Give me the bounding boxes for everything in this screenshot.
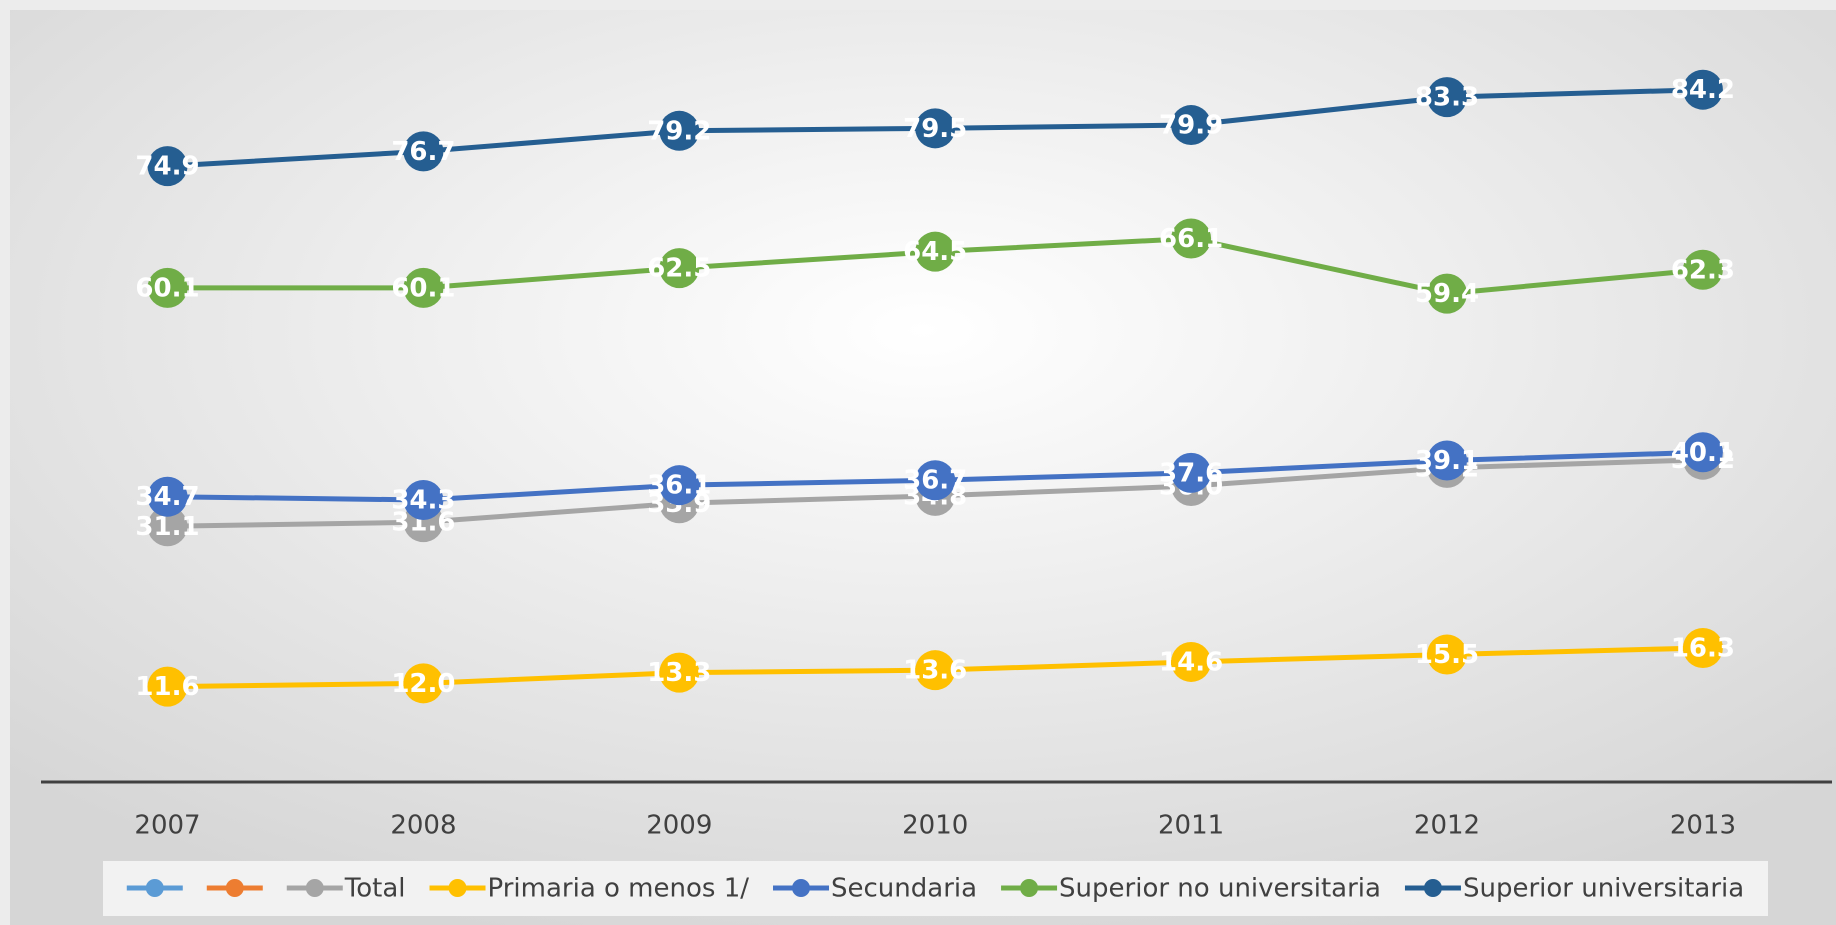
legend-box [103, 861, 1768, 916]
legend-marker [305, 879, 324, 897]
legend-marker [1020, 879, 1039, 897]
point-marker [1682, 432, 1723, 473]
point-marker [659, 652, 700, 693]
point-marker [659, 248, 700, 289]
data-label: 64.5 [903, 237, 967, 267]
point-marker [659, 110, 700, 151]
data-label: 62.3 [1671, 255, 1735, 285]
data-label: 31.1 [135, 512, 199, 542]
legend-label: Superior universitaria [1463, 874, 1744, 904]
point-marker [147, 476, 188, 517]
data-label: 59.4 [1415, 279, 1479, 309]
x-tick-label: 2007 [134, 811, 200, 841]
data-label: 62.5 [647, 254, 711, 284]
data-label: 66.1 [1159, 224, 1223, 254]
point-marker [1682, 249, 1723, 290]
point-marker [403, 267, 444, 308]
point-marker [1171, 105, 1212, 146]
legend-marker [145, 879, 164, 897]
point-marker [1171, 641, 1212, 682]
point-marker [1427, 634, 1467, 675]
point-marker [1171, 452, 1212, 493]
legend: Total Primaria o menos 1/Secundaria Superi… [126, 874, 1744, 904]
legend-label: Secundaria [831, 874, 977, 904]
point-marker [147, 146, 188, 187]
point-marker [147, 267, 188, 308]
data-label: 60.1 [391, 273, 455, 303]
point-marker [915, 231, 956, 272]
legend-marker [225, 879, 244, 897]
data-label: 11.6 [135, 672, 199, 702]
point-marker [915, 108, 956, 149]
x-tick-label: 2008 [390, 811, 456, 841]
point-marker [403, 131, 444, 172]
legend-marker [792, 879, 811, 897]
legend-label: Superior no universitaria [1059, 874, 1381, 904]
legend-marker [1423, 879, 1442, 897]
point-marker [403, 663, 444, 704]
data-label: 36.7 [903, 466, 967, 496]
data-label: 79.5 [903, 114, 967, 144]
plot: 200720082009201020112012201331.131.633.9… [134, 69, 1736, 841]
data-label: 84.2 [1671, 75, 1735, 105]
data-label: 83.3 [1415, 83, 1479, 113]
point-marker [659, 465, 700, 506]
point-marker [147, 666, 188, 707]
point-marker [1427, 440, 1467, 481]
data-label: 36.1 [647, 471, 711, 501]
point-marker [1427, 77, 1467, 118]
point-marker [915, 460, 956, 501]
data-label: 13.3 [647, 658, 711, 688]
data-label: 79.2 [647, 116, 711, 146]
data-label: 15.5 [1415, 640, 1479, 670]
data-label: 12.0 [391, 669, 455, 699]
legend-marker [448, 879, 467, 897]
point-marker [1682, 69, 1723, 110]
x-tick-label: 2010 [902, 811, 968, 841]
point-marker [1427, 273, 1467, 314]
x-tick-label: 2009 [646, 811, 712, 841]
point-marker [147, 506, 188, 547]
x-tick-label: 2011 [1158, 811, 1224, 841]
data-label: 34.3 [391, 485, 455, 515]
data-label: 74.9 [135, 152, 199, 182]
point-marker [403, 479, 444, 520]
legend-label: Total [344, 874, 406, 904]
data-label: 79.9 [1159, 111, 1223, 141]
point-marker [1682, 627, 1723, 668]
data-label: 16.3 [1671, 633, 1735, 663]
data-label: 37.6 [1159, 458, 1223, 488]
data-label: 13.6 [903, 656, 967, 686]
legend-label: Primaria o menos 1/ [488, 874, 750, 904]
point-marker [915, 650, 956, 691]
x-tick-label: 2013 [1670, 811, 1736, 841]
data-label: 60.1 [135, 273, 199, 303]
data-label: 40.1 [1671, 438, 1735, 468]
data-label: 39.1 [1415, 446, 1479, 476]
data-label: 14.6 [1159, 647, 1223, 677]
data-label: 76.7 [391, 137, 455, 167]
point-marker [1171, 218, 1212, 259]
x-tick-label: 2012 [1414, 811, 1480, 841]
data-label: 34.7 [135, 482, 199, 512]
